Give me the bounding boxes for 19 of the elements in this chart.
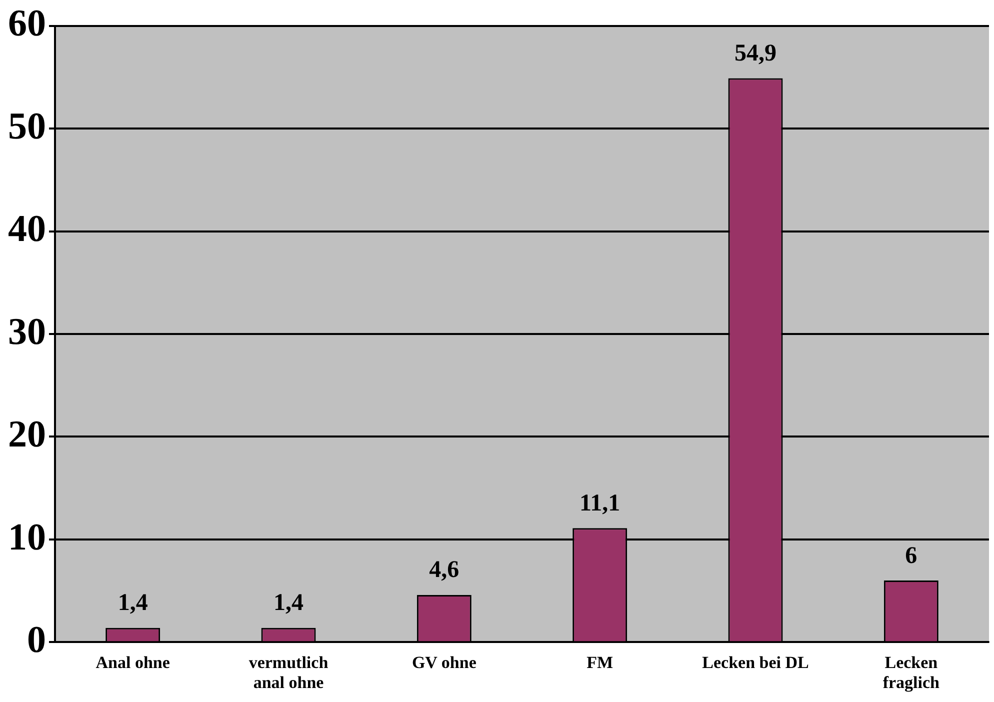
y-tick-label: 20 bbox=[8, 414, 46, 456]
data-label: 6 bbox=[905, 542, 918, 569]
data-label: 1,4 bbox=[274, 590, 304, 616]
data-label: 11,1 bbox=[579, 490, 620, 516]
y-tick-label: 10 bbox=[8, 516, 46, 558]
x-tick-label: vermutlich anal ohne bbox=[248, 652, 329, 692]
x-tick-label: FM bbox=[586, 652, 614, 672]
x-tick-label: Anal ohne bbox=[96, 652, 170, 672]
y-tick-label: 0 bbox=[27, 619, 46, 662]
y-tick-label: 30 bbox=[8, 310, 46, 353]
x-tick-label: GV ohne bbox=[412, 652, 477, 672]
y-tick-label: 60 bbox=[8, 2, 46, 45]
y-tick-label: 40 bbox=[8, 208, 46, 250]
data-label: 4,6 bbox=[429, 557, 460, 584]
x-tick-label: Lecken fraglich bbox=[882, 652, 940, 692]
data-label: 54,9 bbox=[734, 40, 776, 66]
data-label: 1,4 bbox=[118, 590, 148, 616]
x-tick-label: Lecken bei DL bbox=[702, 652, 809, 672]
y-tick-label: 50 bbox=[8, 105, 46, 148]
